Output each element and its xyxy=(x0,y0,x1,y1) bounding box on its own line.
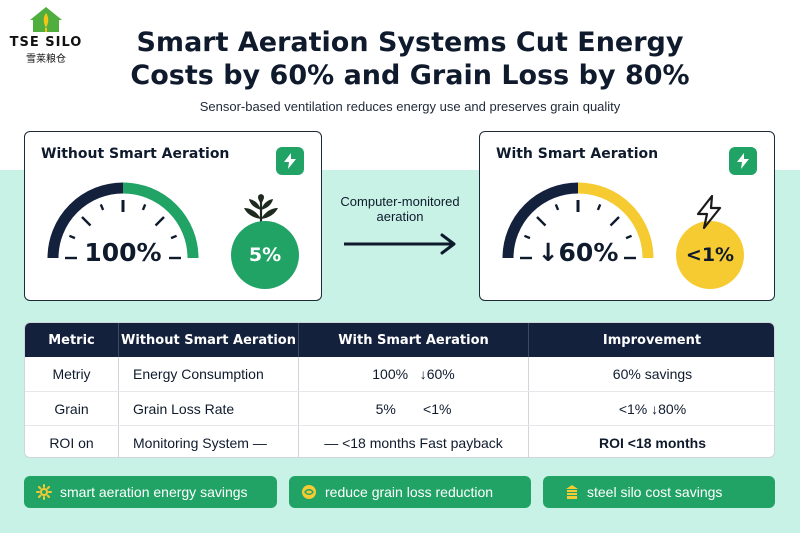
energy-gauge-with xyxy=(502,182,654,260)
table-header-row: Metric Without Smart Aeration With Smart… xyxy=(25,323,774,357)
with-aeration-card: With Smart Aeration ↓60% <1% xyxy=(479,131,775,301)
chip-label: steel silo cost savings xyxy=(587,484,723,500)
grain-loss-value-with: <1% xyxy=(685,244,735,266)
gauge-tick xyxy=(170,234,178,240)
card-title-without: Without Smart Aeration xyxy=(41,146,230,162)
table-cell: ROI on xyxy=(25,426,119,457)
table-row: Metriy Energy Consumption 100% ↓60% 60% … xyxy=(25,357,774,391)
gauge-tick xyxy=(609,216,620,227)
arrow-label: Computer-monitored aeration xyxy=(340,194,460,224)
chip-silo-savings[interactable]: steel silo cost savings xyxy=(543,476,775,508)
chip-energy-savings[interactable]: smart aeration energy savings xyxy=(24,476,277,508)
logo: TSE SILO 雪莱粮仓 xyxy=(6,4,86,65)
gauge-value-with: ↓60% xyxy=(537,238,619,267)
gauge-value-without: 100% xyxy=(84,238,162,267)
without-aeration-card: Without Smart Aeration 100% 5% xyxy=(24,131,322,301)
gauge-arc-fill xyxy=(577,182,654,259)
gauge-tick xyxy=(596,203,602,211)
card-title-with: With Smart Aeration xyxy=(496,146,659,162)
gauge-tick xyxy=(625,234,633,240)
table-cell: Grain xyxy=(25,392,119,426)
silo-icon xyxy=(566,485,578,499)
table-cell: 100% ↓60% xyxy=(299,357,529,391)
table-cell: <1% ↓80% xyxy=(618,401,687,417)
table-cell: Monitoring System — xyxy=(119,426,299,457)
house-grain-icon xyxy=(30,7,62,32)
chip-label: reduce grain loss reduction xyxy=(325,484,494,500)
comparison-table: Metric Without Smart Aeration With Smart… xyxy=(24,322,775,458)
bolt-icon xyxy=(729,147,757,175)
chip-label: smart aeration energy savings xyxy=(60,484,248,500)
title-line-1: Smart Aeration Systems Cut Energy xyxy=(136,27,684,58)
gauge-arc-fill xyxy=(122,182,199,259)
gauge-tick xyxy=(523,234,531,240)
grain-loss-circle-with: <1% xyxy=(676,221,744,289)
plant-icon xyxy=(244,194,278,230)
gear-icon xyxy=(36,484,52,500)
page-subtitle: Sensor-based ventilation reduces energy … xyxy=(199,99,621,114)
gauge-tick xyxy=(141,203,147,211)
table-cell: — <18 months Fast payback xyxy=(299,426,529,457)
gauge-arc-base xyxy=(502,182,579,259)
table-row: Grain Grain Loss Rate 5% <1% <1% ↓80% xyxy=(25,391,774,426)
table-header-cell: Metric xyxy=(25,323,119,357)
table-header-cell: With Smart Aeration xyxy=(299,323,529,357)
page-title: Smart Aeration Systems Cut Energy Costs … xyxy=(110,26,710,92)
title-line-2: Costs by 60% and Grain Loss by 80% xyxy=(130,60,690,91)
bolt-icon xyxy=(276,147,304,175)
table-header-cell: Without Smart Aeration xyxy=(119,323,299,357)
table-cell: 5% <1% xyxy=(299,392,529,426)
gauge-tick xyxy=(536,216,547,227)
chip-grain-loss[interactable]: reduce grain loss reduction xyxy=(289,476,531,508)
logo-chinese-name: 雪莱粮仓 xyxy=(26,54,66,65)
gauge-tick xyxy=(99,203,105,211)
table-row: ROI on Monitoring System — — <18 months … xyxy=(25,425,774,457)
gauge-arc-base xyxy=(47,182,124,259)
gauge-tick xyxy=(68,234,76,240)
gauge-tick xyxy=(81,216,92,227)
bolt-icon xyxy=(696,195,722,229)
table-cell: Metriy xyxy=(25,357,119,391)
table-cell: Grain Loss Rate xyxy=(119,392,299,426)
gauge-tick xyxy=(554,203,560,211)
table-cell: ROI <18 months xyxy=(599,435,706,451)
table-header-cell: Improvement xyxy=(529,323,774,357)
table-cell: Energy Consumption xyxy=(119,357,299,391)
right-arrow-icon xyxy=(344,233,456,255)
grain-loss-circle-without: 5% xyxy=(231,221,299,289)
energy-gauge-without xyxy=(47,182,199,260)
grain-loss-value-without: 5% xyxy=(248,244,282,266)
gauge-tick xyxy=(154,216,165,227)
table-cell: 60% savings xyxy=(612,366,693,382)
logo-name: TSE SILO xyxy=(9,35,83,50)
grain-icon xyxy=(302,485,316,499)
